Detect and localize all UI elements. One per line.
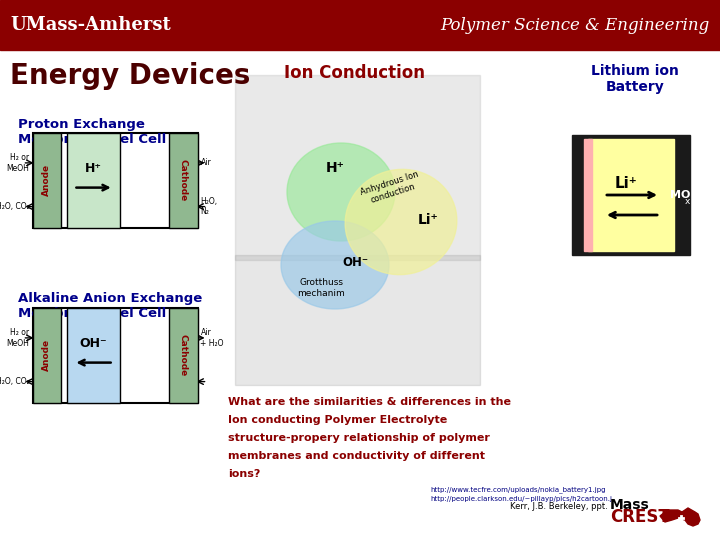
Bar	[32, 132, 197, 227]
Text: H⁺: H⁺	[325, 161, 344, 175]
Text: Proton Exchange
Membrane Fuel Cell: Proton Exchange Membrane Fuel Cell	[18, 118, 166, 146]
Text: Energy Devices: Energy Devices	[10, 62, 251, 90]
Text: Li⁺: Li⁺	[615, 176, 637, 191]
Text: structure-propery relationship of polymer: structure-propery relationship of polyme…	[228, 433, 490, 443]
Text: Kerr, J.B. Berkeley, ppt.: Kerr, J.B. Berkeley, ppt.	[510, 502, 608, 511]
Polygon shape	[660, 508, 700, 526]
Text: Grotthuss
mechanim: Grotthuss mechanim	[297, 278, 345, 298]
Bar	[32, 307, 197, 402]
Text: H₂O, CO₂: H₂O, CO₂	[0, 377, 30, 386]
Text: H₂O, CO₂: H₂O, CO₂	[0, 202, 30, 211]
Text: Anode: Anode	[42, 339, 51, 371]
Text: Anhydrous Ion
conduction: Anhydrous Ion conduction	[359, 170, 423, 207]
Text: Ion conducting Polymer Electrolyte: Ion conducting Polymer Electrolyte	[228, 415, 447, 425]
Text: http://people.clarkson.edu/~pillayp/pics/h2cartoon.j: http://people.clarkson.edu/~pillayp/pics…	[430, 496, 612, 502]
Text: H₂O,
N₂: H₂O, N₂	[200, 197, 217, 217]
Text: Cathode: Cathode	[179, 159, 188, 201]
Bar	[32, 132, 60, 227]
Text: H⁺: H⁺	[85, 162, 102, 175]
Bar	[67, 307, 120, 402]
Bar	[67, 132, 120, 227]
Bar	[169, 132, 197, 227]
Bar	[572, 135, 690, 255]
Text: http://www.tecfre.com/uploads/nokia_battery1.jpg: http://www.tecfre.com/uploads/nokia_batt…	[430, 486, 606, 493]
Text: Cathode: Cathode	[179, 334, 188, 376]
Text: OH⁻: OH⁻	[342, 255, 368, 268]
Text: H₂ or
MeOH: H₂ or MeOH	[6, 153, 30, 173]
Text: OH⁻: OH⁻	[80, 337, 107, 350]
Text: UMass-Amherst: UMass-Amherst	[10, 16, 171, 34]
Text: Ion Conduction: Ion Conduction	[284, 64, 426, 82]
Text: ions?: ions?	[228, 469, 261, 479]
Text: Mass: Mass	[610, 498, 649, 512]
Text: What are the similarities & differences in the: What are the similarities & differences …	[228, 397, 511, 407]
Text: Air: Air	[200, 158, 211, 167]
Ellipse shape	[281, 221, 389, 309]
Bar	[235, 255, 480, 385]
Bar	[584, 139, 592, 251]
Text: CREST: CREST	[610, 508, 670, 526]
Text: Li⁺: Li⁺	[418, 213, 438, 227]
Bar	[0, 0, 720, 50]
Text: MO: MO	[670, 190, 690, 200]
Ellipse shape	[345, 170, 457, 275]
Bar	[588, 139, 674, 251]
Text: Lithium ion
Battery: Lithium ion Battery	[591, 64, 679, 94]
Text: H₂ or
MeOH: H₂ or MeOH	[6, 328, 30, 348]
Bar	[32, 307, 60, 402]
Text: x: x	[684, 198, 690, 206]
Text: Anode: Anode	[42, 164, 51, 196]
Text: Polymer Science & Engineering: Polymer Science & Engineering	[441, 17, 710, 33]
Ellipse shape	[287, 143, 395, 241]
Bar	[169, 307, 197, 402]
Bar	[235, 75, 480, 260]
Text: membranes and conductivity of different: membranes and conductivity of different	[228, 451, 485, 461]
Text: Air
+ H₂O: Air + H₂O	[200, 328, 224, 348]
Text: Alkaline Anion Exchange
Membrane Fuel Cell: Alkaline Anion Exchange Membrane Fuel Ce…	[18, 292, 202, 320]
